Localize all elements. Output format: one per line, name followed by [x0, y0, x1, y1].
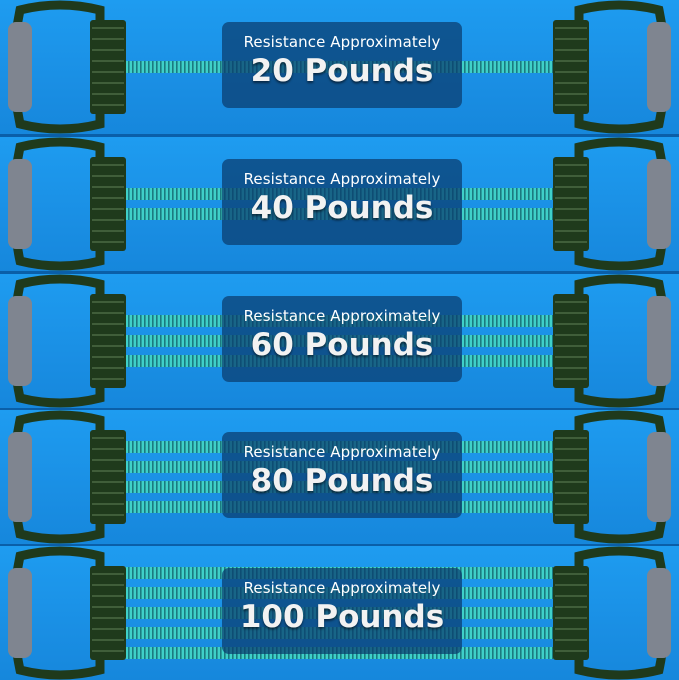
grip [8, 432, 32, 522]
handle [553, 410, 671, 544]
handle [8, 410, 126, 544]
resistance-label: Resistance Approximately 60 Pounds [222, 296, 462, 382]
caption: Resistance Approximately [243, 579, 441, 597]
resistance-label: Resistance Approximately 40 Pounds [222, 159, 462, 245]
panel-3-cords: Resistance Approximately 60 Pounds [0, 274, 679, 408]
panel-1-cords: Resistance Approximately 20 Pounds [0, 0, 679, 134]
panel-5-cords: Resistance Approximately 100 Pounds [0, 546, 679, 680]
grip [8, 159, 32, 249]
grip [647, 22, 671, 112]
weight: 60 Pounds [250, 327, 434, 363]
handle [8, 274, 126, 408]
handle [8, 137, 126, 271]
grip [647, 432, 671, 522]
grip [8, 568, 32, 658]
weight: 100 Pounds [239, 599, 445, 635]
handle [8, 546, 126, 680]
grip [8, 296, 32, 386]
resistance-label: Resistance Approximately 100 Pounds [222, 568, 462, 654]
caption: Resistance Approximately [243, 443, 441, 461]
handle [553, 274, 671, 408]
caption: Resistance Approximately [243, 33, 441, 51]
handle [8, 0, 126, 134]
weight: 80 Pounds [250, 463, 434, 499]
grip [647, 568, 671, 658]
caption: Resistance Approximately [243, 170, 441, 188]
weight: 20 Pounds [250, 53, 434, 89]
panel-2-cords: Resistance Approximately 40 Pounds [0, 137, 679, 271]
grip [8, 22, 32, 112]
grip [647, 159, 671, 249]
handle [553, 546, 671, 680]
resistance-label: Resistance Approximately 20 Pounds [222, 22, 462, 108]
resistance-label: Resistance Approximately 80 Pounds [222, 432, 462, 518]
handle [553, 0, 671, 134]
grip [647, 296, 671, 386]
weight: 40 Pounds [250, 190, 434, 226]
handle [553, 137, 671, 271]
panel-4-cords: Resistance Approximately 80 Pounds [0, 410, 679, 544]
caption: Resistance Approximately [243, 307, 441, 325]
